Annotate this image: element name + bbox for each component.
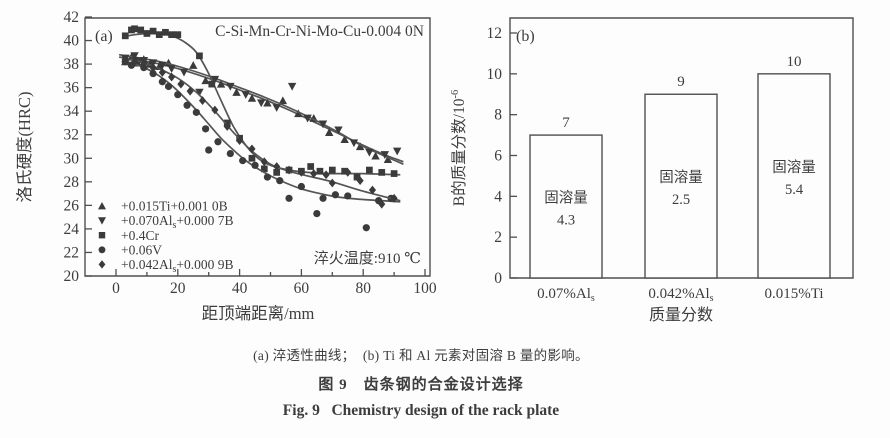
y-tick-label: 4 — [494, 188, 502, 205]
y-tick-label: 36 — [64, 80, 80, 97]
category-label: 0.042%Als — [648, 286, 713, 304]
quench-temperature-annotation: 淬火温度:910 ℃ — [314, 250, 421, 267]
panel-a-xlabel: 距顶端距离/mm — [202, 304, 315, 323]
bar-0.015%Ti: 10 固溶量 5.4 0.015%Ti — [757, 54, 831, 302]
y-tick-label: 0 — [494, 270, 502, 287]
panel-a-hardenability-chart: 0 20 40 60 80 100 20 22 24 26 28 30 32 34 36 38 40 42 +0.0… — [15, 9, 437, 323]
series-triangle-down — [118, 52, 404, 165]
panel-b-border — [509, 17, 854, 279]
caption-title-zh: 图 9 齿条钢的合金设计选择 — [318, 377, 524, 393]
legend-label: +0.015Ti+0.001 0B — [121, 199, 228, 214]
panel-b-xlabel: 质量分数 — [649, 306, 713, 324]
y-tick-label: 6 — [494, 147, 502, 164]
bar-rect — [529, 134, 603, 279]
legend-label: +0.070Als+0.000 7B — [121, 213, 234, 231]
figure-captions: (a) 淬透性曲线； (b) Ti 和 Al 元素对固溶 B 量的影响。 图 9… — [0, 344, 842, 420]
y-tick-label: 34 — [64, 103, 80, 120]
x-tick-label: 20 — [170, 280, 186, 297]
panel-b-ylabel: B的质量分数/10-6 — [450, 90, 468, 206]
y-tick-label: 24 — [64, 221, 80, 238]
y-tick-label: 8 — [494, 107, 502, 124]
panel-a-legend: +0.015Ti+0.001 0B+0.070Als+0.000 7B+0.4C… — [98, 199, 234, 275]
caption-subtitle: (a) 淬透性曲线； (b) Ti 和 Al 元素对固溶 B 量的影响。 — [253, 348, 589, 363]
bar-inner-label: 固溶量 — [544, 190, 588, 207]
y-tick-label: 22 — [64, 244, 80, 261]
caption-title-en: Fig. 9 Chemistry design of the rack plat… — [282, 402, 560, 419]
panel-a-letter: (a) — [95, 28, 113, 45]
panel-b-letter: (b) — [516, 28, 535, 45]
y-tick-label: 2 — [494, 229, 502, 246]
y-tick-label: 38 — [64, 56, 80, 73]
x-tick-label: 80 — [355, 280, 371, 297]
panel-b-axes — [510, 32, 517, 279]
y-tick-label: 42 — [64, 9, 80, 26]
y-tick-label: 30 — [64, 150, 80, 167]
y-tick-label: 12 — [487, 25, 503, 42]
bar-inner-label: 固溶量 — [772, 159, 816, 176]
bar-inner-value: 5.4 — [785, 182, 804, 198]
series-diamond — [121, 54, 401, 209]
category-label: 0.015%Ti — [764, 286, 823, 302]
bar-value-label: 10 — [787, 54, 802, 70]
y-tick-label: 32 — [64, 127, 80, 144]
y-tick-label: 28 — [64, 174, 80, 191]
legend-label: +0.4Cr — [121, 228, 159, 243]
panel-a-border — [84, 17, 431, 277]
bar-inner-value: 4.3 — [557, 213, 575, 229]
bar-rect — [757, 73, 831, 279]
x-tick-label: 0 — [112, 280, 120, 297]
bar-0.042%Al: 9 固溶量 2.5 0.042%Als — [644, 74, 718, 304]
bar-value-label: 9 — [677, 74, 685, 90]
category-label: 0.07%Als — [537, 286, 595, 304]
bar-inner-value: 2.5 — [672, 192, 690, 208]
panel-a-title: C-Si-Mn-Cr-Ni-Mo-Cu-0.004 0N — [215, 23, 424, 40]
legend-label: +0.042Als+0.000 9B — [121, 257, 234, 275]
bar-inner-label: 固溶量 — [659, 169, 703, 186]
x-tick-label: 40 — [232, 280, 248, 297]
y-tick-label: 40 — [64, 33, 80, 50]
panel-a-axes — [85, 16, 426, 277]
bar-value-label: 7 — [562, 115, 570, 131]
series-square — [121, 25, 401, 181]
bar-rect — [644, 93, 718, 279]
y-tick-label: 20 — [64, 268, 80, 285]
panel-a-ylabel: 洛氏硬度(HRC) — [15, 92, 34, 203]
legend-label: +0.06V — [121, 242, 162, 257]
x-tick-label: 60 — [294, 280, 310, 297]
panel-b-solute-boron-bar-chart: 0 2 4 6 8 10 12 7 固溶量 4.3 0.07%Als 9 固溶量 2.5 0.042%Als… — [450, 17, 854, 324]
x-tick-label: 100 — [413, 280, 437, 297]
y-tick-label: 10 — [487, 66, 503, 83]
bar-0.07%Al: 7 固溶量 4.3 0.07%Als — [529, 115, 603, 304]
y-tick-label: 26 — [64, 197, 80, 214]
